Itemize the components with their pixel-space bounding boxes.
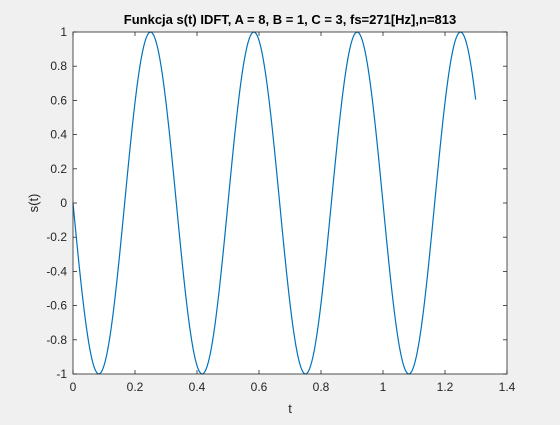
x-tick-label: 0.6 [251,380,268,394]
y-tick-label: -1 [56,367,67,381]
x-tick-label: 0 [70,380,77,394]
y-tick-label: 0.8 [50,59,67,73]
y-tick-label: -0.4 [46,264,67,278]
y-tick-label: 0.4 [50,128,67,142]
chart-title: Funkcja s(t) IDFT, A = 8, B = 1, C = 3, … [124,12,456,27]
y-tick-label: -0.6 [46,299,67,313]
y-tick-label: -0.8 [46,333,67,347]
y-axis: -1 -0.8 -0.6 -0.4 -0.2 0 0.2 0.4 0.6 0.8 1 [46,25,507,381]
x-axis-label: t [288,401,292,416]
y-tick-label: 0 [60,196,67,210]
x-axis: 0 0.2 0.4 0.6 0.8 1 1.2 1.4 [70,32,516,394]
y-tick-label: 1 [60,25,67,39]
y-axis-label: s(t) [26,194,41,213]
y-tick-label: 0.6 [50,93,67,107]
x-tick-label: 0.4 [189,380,206,394]
x-tick-label: 1.2 [437,380,454,394]
y-tick-label: -0.2 [46,230,67,244]
x-tick-label: 1 [380,380,387,394]
plot-area [73,32,507,374]
x-tick-label: 1.4 [499,380,516,394]
y-tick-label: 0.2 [50,162,67,176]
axes-box [72,31,508,375]
x-tick-label: 0.8 [313,380,330,394]
x-tick-label: 0.2 [127,380,144,394]
